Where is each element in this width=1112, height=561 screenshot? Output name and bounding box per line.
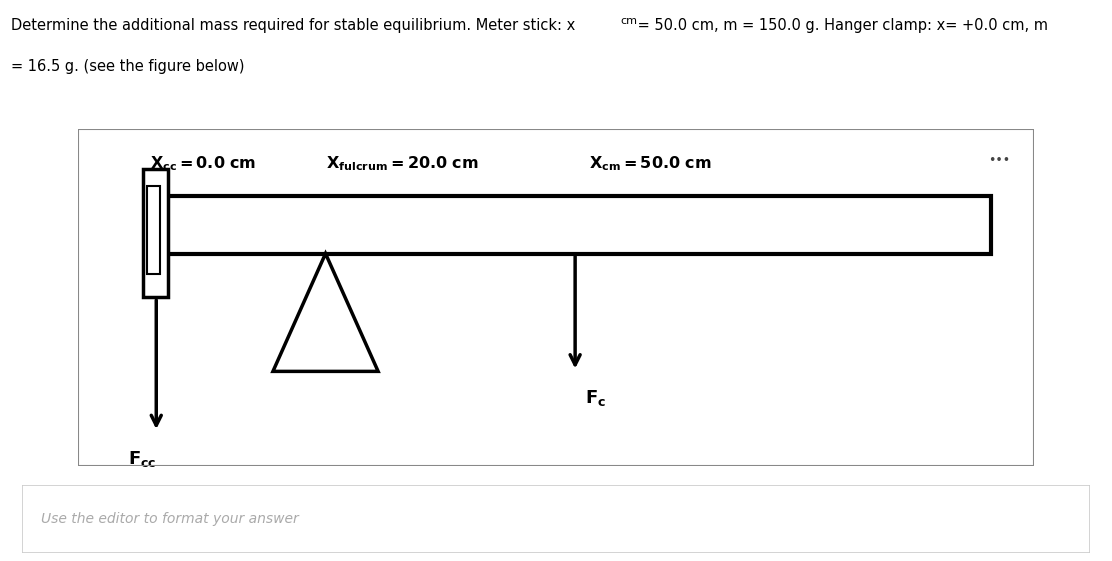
Text: cm: cm xyxy=(620,16,637,26)
Text: $\mathbf{F_c}$: $\mathbf{F_c}$ xyxy=(585,388,606,408)
Text: Determine the additional mass required for stable equilibrium. Meter stick: x: Determine the additional mass required f… xyxy=(11,18,575,33)
Text: = 16.5 g. (see the figure below): = 16.5 g. (see the figure below) xyxy=(11,59,245,74)
Polygon shape xyxy=(272,254,378,371)
Text: •••: ••• xyxy=(989,154,1010,167)
Bar xyxy=(147,186,160,274)
Text: $\mathbf{X_{fulcrum}}$$\mathbf{= 20.0\ cm}$: $\mathbf{X_{fulcrum}}$$\mathbf{= 20.0\ c… xyxy=(327,154,479,173)
Bar xyxy=(142,169,168,297)
Text: Use the editor to format your answer: Use the editor to format your answer xyxy=(41,512,299,526)
Text: $\mathbf{X_{cc}}$$\mathbf{= 0.0\ cm}$: $\mathbf{X_{cc}}$$\mathbf{= 0.0\ cm}$ xyxy=(149,154,256,173)
Text: $\mathbf{X_{cm}}$$\mathbf{= 50.0\ cm}$: $\mathbf{X_{cm}}$$\mathbf{= 50.0\ cm}$ xyxy=(589,154,712,173)
Text: = 50.0 cm, m = 150.0 g. Hanger clamp: x= +0.0 cm, m: = 50.0 cm, m = 150.0 g. Hanger clamp: x=… xyxy=(633,18,1048,33)
Bar xyxy=(159,196,991,254)
Text: $\mathbf{F_{cc}}$: $\mathbf{F_{cc}}$ xyxy=(128,449,156,469)
